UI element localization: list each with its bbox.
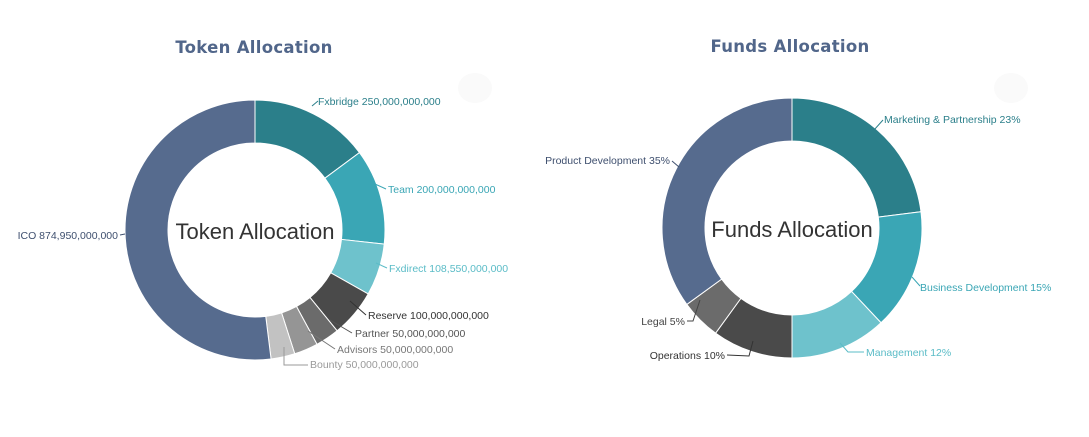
leader-line-legal [687, 299, 701, 322]
leader-line-management [839, 342, 864, 353]
leader-line-operations [726, 340, 754, 357]
slice-label-bounty: Bounty 50,000,000,000 [310, 359, 419, 371]
leader-line-bounty [283, 347, 308, 366]
slice-label-business-development: Business Development 15% [920, 282, 1051, 294]
slice-label-reserve: Reserve 100,000,000,000 [368, 310, 489, 322]
slice-label-fxbridge: Fxbridge 250,000,000,000 [318, 96, 441, 108]
slice-product-development[interactable] [661, 97, 793, 306]
slice-label-product-development: Product Development 35% [545, 155, 670, 167]
funds-allocation-title: Funds Allocation [710, 37, 870, 56]
leader-line-reserve [349, 300, 367, 316]
faint-placeholder-circle [994, 73, 1028, 103]
leader-line-marketing-and-partnership [873, 119, 884, 131]
slice-label-management: Management 12% [866, 347, 951, 359]
slice-label-ico: ICO 874,950,000,000 [18, 230, 119, 242]
slice-label-marketing-and-partnership: Marketing & Partnership 23% [884, 114, 1021, 126]
leader-line-business-development [911, 276, 921, 287]
leader-line-advisors [307, 330, 336, 350]
donut-center-label: Token Allocation [176, 219, 335, 244]
slice-label-team: Team 200,000,000,000 [388, 184, 496, 196]
faint-placeholder-circle [458, 73, 492, 103]
slice-label-advisors: Advisors 50,000,000,000 [337, 344, 453, 356]
token-allocation-title: Token Allocation [175, 38, 333, 57]
slice-ico[interactable] [124, 99, 272, 361]
leader-line-fxdirect [375, 262, 388, 269]
leader-line-team [374, 183, 387, 190]
slice-label-legal: Legal 5% [641, 316, 685, 328]
leader-line-product-development [671, 160, 680, 168]
slice-label-fxdirect: Fxdirect 108,550,000,000 [389, 263, 508, 275]
leader-line-ico [119, 233, 126, 236]
slice-label-partner: Partner 50,000,000,000 [355, 328, 465, 340]
slice-label-operations: Operations 10% [650, 350, 725, 362]
donut-center-label: Funds Allocation [711, 217, 872, 242]
leader-line-partner [329, 319, 353, 334]
leader-line-fxbridge [311, 100, 319, 107]
